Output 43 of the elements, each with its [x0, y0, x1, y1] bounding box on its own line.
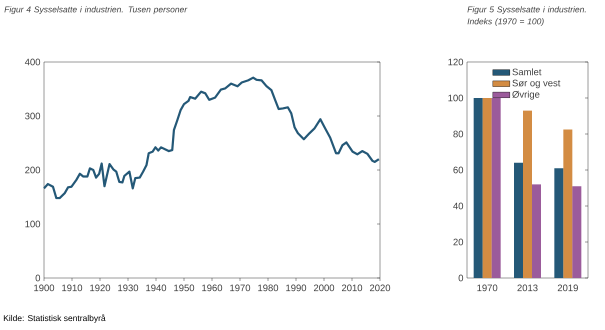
x-tick-label: 1980: [258, 284, 278, 292]
legend-label: Sør og vest: [512, 80, 560, 88]
x-tick-label: 1990: [286, 284, 306, 292]
y-tick-label: 0: [458, 274, 464, 282]
y-tick-label: 0: [36, 274, 40, 282]
y-tick-label: 40: [453, 202, 464, 210]
x-tick-label: 1960: [202, 284, 222, 292]
x-tick-label: 1940: [146, 284, 166, 292]
y-tick-label: 120: [448, 58, 464, 66]
y-tick-label: 80: [453, 130, 464, 138]
bar: [523, 110, 532, 278]
y-tick-label: 100: [448, 94, 464, 102]
x-tick-label: 2020: [370, 284, 390, 292]
x-tick-label: 2000: [314, 284, 334, 292]
bar: [563, 130, 572, 278]
chart-title: Figur 4 Sysselsatte i industrien. Tusen personer: [4, 6, 188, 14]
x-tick-label: 1930: [118, 284, 138, 292]
bar: [554, 168, 564, 278]
line-series: [42, 76, 380, 200]
x-tick-label: 1950: [174, 284, 194, 292]
x-tick-label: 1910: [62, 284, 82, 292]
text: Kilde: Statistisk sentralbyrå: [4, 314, 106, 323]
chart-title: Figur 5 Sysselsatte i industrien. Indeks (1970 = 100): [467, 6, 586, 26]
bar: [532, 184, 542, 278]
y-tick-label: 400: [24, 58, 40, 66]
x-tick-label: 1970: [230, 284, 250, 292]
y-tick-label: 20: [453, 238, 464, 246]
x-tick-label: 2010: [342, 284, 362, 292]
x-tick-label: 1900: [34, 284, 54, 292]
x-tick-label: 1920: [90, 284, 110, 292]
y-tick-label: 300: [25, 112, 40, 120]
x-tick-label: 2013: [517, 284, 538, 292]
y-tick-label: 60: [453, 166, 464, 174]
x-tick-label: 1970: [477, 284, 498, 292]
legend-label: Samlet: [512, 68, 542, 76]
y-tick-label: 200: [25, 166, 40, 174]
bar: [474, 98, 483, 278]
y-tick-label: 100: [25, 220, 40, 228]
bar: [482, 98, 492, 278]
x-tick-label: 2019: [558, 284, 578, 292]
bar: [514, 162, 524, 278]
bar: [572, 186, 582, 278]
legend-label: Øvrige: [512, 90, 540, 100]
